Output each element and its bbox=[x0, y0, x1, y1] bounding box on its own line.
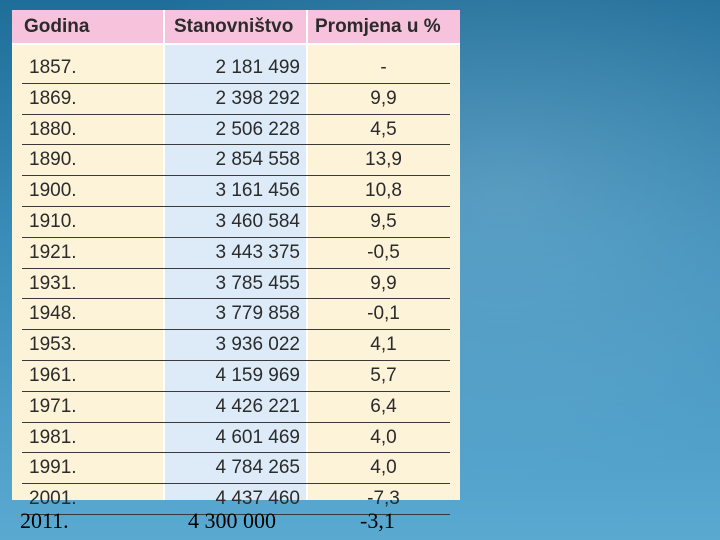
cell-change: 6,4 bbox=[370, 395, 397, 417]
added-row-year: 2011. bbox=[20, 508, 69, 533]
cell-population: 3 785 455 bbox=[215, 272, 300, 294]
cell-population: 4 426 221 bbox=[215, 395, 300, 417]
cell-year: 1971. bbox=[29, 395, 77, 417]
cell-population: 4 437 460 bbox=[215, 488, 300, 510]
table-row: 1948. 3 779 858 -0,1 bbox=[12, 299, 460, 331]
cell-year: 1921. bbox=[29, 241, 77, 263]
table-row: 1869. 2 398 292 9,9 bbox=[12, 84, 460, 115]
cell-year: 1953. bbox=[29, 334, 77, 356]
table-row: 1981. 4 601 469 4,0 bbox=[12, 423, 460, 454]
header-change: Promjena u % bbox=[315, 16, 441, 37]
cell-population: 2 398 292 bbox=[215, 87, 300, 109]
cell-change: 13,9 bbox=[365, 149, 402, 171]
row-separator bbox=[22, 113, 450, 115]
added-row-population: 4 300 000 bbox=[188, 508, 276, 533]
table-row: 1953. 3 936 022 4,1 bbox=[12, 330, 460, 361]
table-row: 1931. 3 785 455 9,9 bbox=[12, 269, 460, 300]
cell-year: 1890. bbox=[29, 149, 77, 171]
cell-change: 4,5 bbox=[370, 118, 397, 140]
population-table: Godina Stanovništvo Promjena u % 1857. 2 … bbox=[12, 10, 460, 515]
cell-population: 3 779 858 bbox=[215, 303, 300, 325]
row-separator bbox=[22, 513, 450, 515]
row-separator bbox=[22, 267, 450, 269]
table-row: 1880. 2 506 228 4,5 bbox=[12, 115, 460, 146]
cell-population: 2 854 558 bbox=[215, 149, 300, 171]
cell-change: -0,1 bbox=[367, 303, 400, 325]
row-separator bbox=[22, 421, 450, 423]
cell-population: 2 506 228 bbox=[215, 118, 300, 140]
cell-change: 4,0 bbox=[370, 426, 397, 448]
row-separator bbox=[22, 82, 450, 84]
cell-year: 1857. bbox=[29, 57, 77, 78]
cell-year: 1948. bbox=[29, 303, 77, 325]
table-row: 1971. 4 426 221 6,4 bbox=[12, 392, 460, 423]
year-column bbox=[12, 10, 164, 500]
cell-change: 5,7 bbox=[370, 364, 397, 386]
table-body: 1857. 2 181 499 - 1869. 2 398 292 9,9 1880. 2 5… bbox=[12, 53, 460, 515]
row-separator bbox=[22, 205, 450, 207]
cell-change: 4,1 bbox=[370, 334, 397, 356]
table-row: 1961. 4 159 969 5,7 bbox=[12, 361, 460, 392]
table-header: Godina Stanovništvo Promjena u % bbox=[12, 10, 460, 45]
row-separator bbox=[22, 175, 450, 177]
cell-year: 1991. bbox=[29, 457, 77, 479]
cell-year: 1880. bbox=[29, 118, 77, 140]
cell-change: 9,9 bbox=[370, 272, 397, 294]
row-separator bbox=[22, 483, 450, 485]
change-column bbox=[307, 10, 460, 500]
cell-population: 2 181 499 bbox=[215, 57, 300, 78]
cell-population: 3 460 584 bbox=[215, 210, 300, 232]
table-row: 2001. 4 437 460 -7,3 bbox=[12, 484, 460, 515]
cell-year: 1961. bbox=[29, 364, 77, 386]
cell-population: 3 936 022 bbox=[215, 334, 300, 356]
row-separator bbox=[22, 329, 450, 331]
table-row: 1910. 3 460 584 9,5 bbox=[12, 207, 460, 238]
table-row: 1890. 2 854 558 13,9 bbox=[12, 145, 460, 177]
column-divider bbox=[306, 10, 308, 500]
cell-change: -0,5 bbox=[367, 241, 400, 263]
header-population: Stanovništvo bbox=[174, 16, 294, 37]
cell-population: 3 443 375 bbox=[215, 241, 300, 263]
cell-year: 1900. bbox=[29, 180, 77, 202]
cell-year: 2001. bbox=[29, 488, 77, 510]
table-row: 1921. 3 443 375 -0,5 bbox=[12, 238, 460, 269]
added-row-2011: 2011. 4 300 000 -3,1 bbox=[0, 500, 720, 540]
table-row: 1991. 4 784 265 4,0 bbox=[12, 453, 460, 485]
cell-change: 10,8 bbox=[365, 180, 402, 202]
cell-change: 9,9 bbox=[370, 87, 397, 109]
column-divider bbox=[163, 10, 165, 500]
header-year: Godina bbox=[24, 16, 90, 37]
cell-change: -7,3 bbox=[367, 488, 400, 510]
cell-population: 3 161 456 bbox=[215, 180, 300, 202]
table-row: 1900. 3 161 456 10,8 bbox=[12, 176, 460, 207]
row-separator bbox=[22, 236, 450, 238]
cell-year: 1910. bbox=[29, 210, 77, 232]
row-separator bbox=[22, 359, 450, 361]
row-separator bbox=[22, 298, 450, 300]
cell-year: 1981. bbox=[29, 426, 77, 448]
cell-change: - bbox=[380, 57, 387, 78]
cell-year: 1869. bbox=[29, 87, 77, 109]
row-separator bbox=[22, 390, 450, 392]
added-row-change: -3,1 bbox=[360, 508, 395, 533]
cell-population: 4 784 265 bbox=[215, 457, 300, 479]
population-column bbox=[164, 10, 307, 500]
row-separator bbox=[22, 144, 450, 146]
cell-population: 4 159 969 bbox=[215, 364, 300, 386]
row-separator bbox=[22, 452, 450, 454]
cell-year: 1931. bbox=[29, 272, 77, 294]
cell-population: 4 601 469 bbox=[215, 426, 300, 448]
table-row: 1857. 2 181 499 - bbox=[12, 53, 460, 84]
cell-change: 4,0 bbox=[370, 457, 397, 479]
cell-change: 9,5 bbox=[370, 210, 397, 232]
